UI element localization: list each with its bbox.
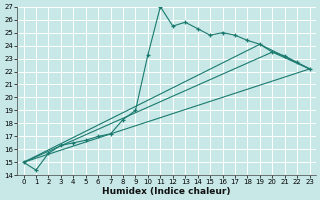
X-axis label: Humidex (Indice chaleur): Humidex (Indice chaleur)	[102, 187, 231, 196]
